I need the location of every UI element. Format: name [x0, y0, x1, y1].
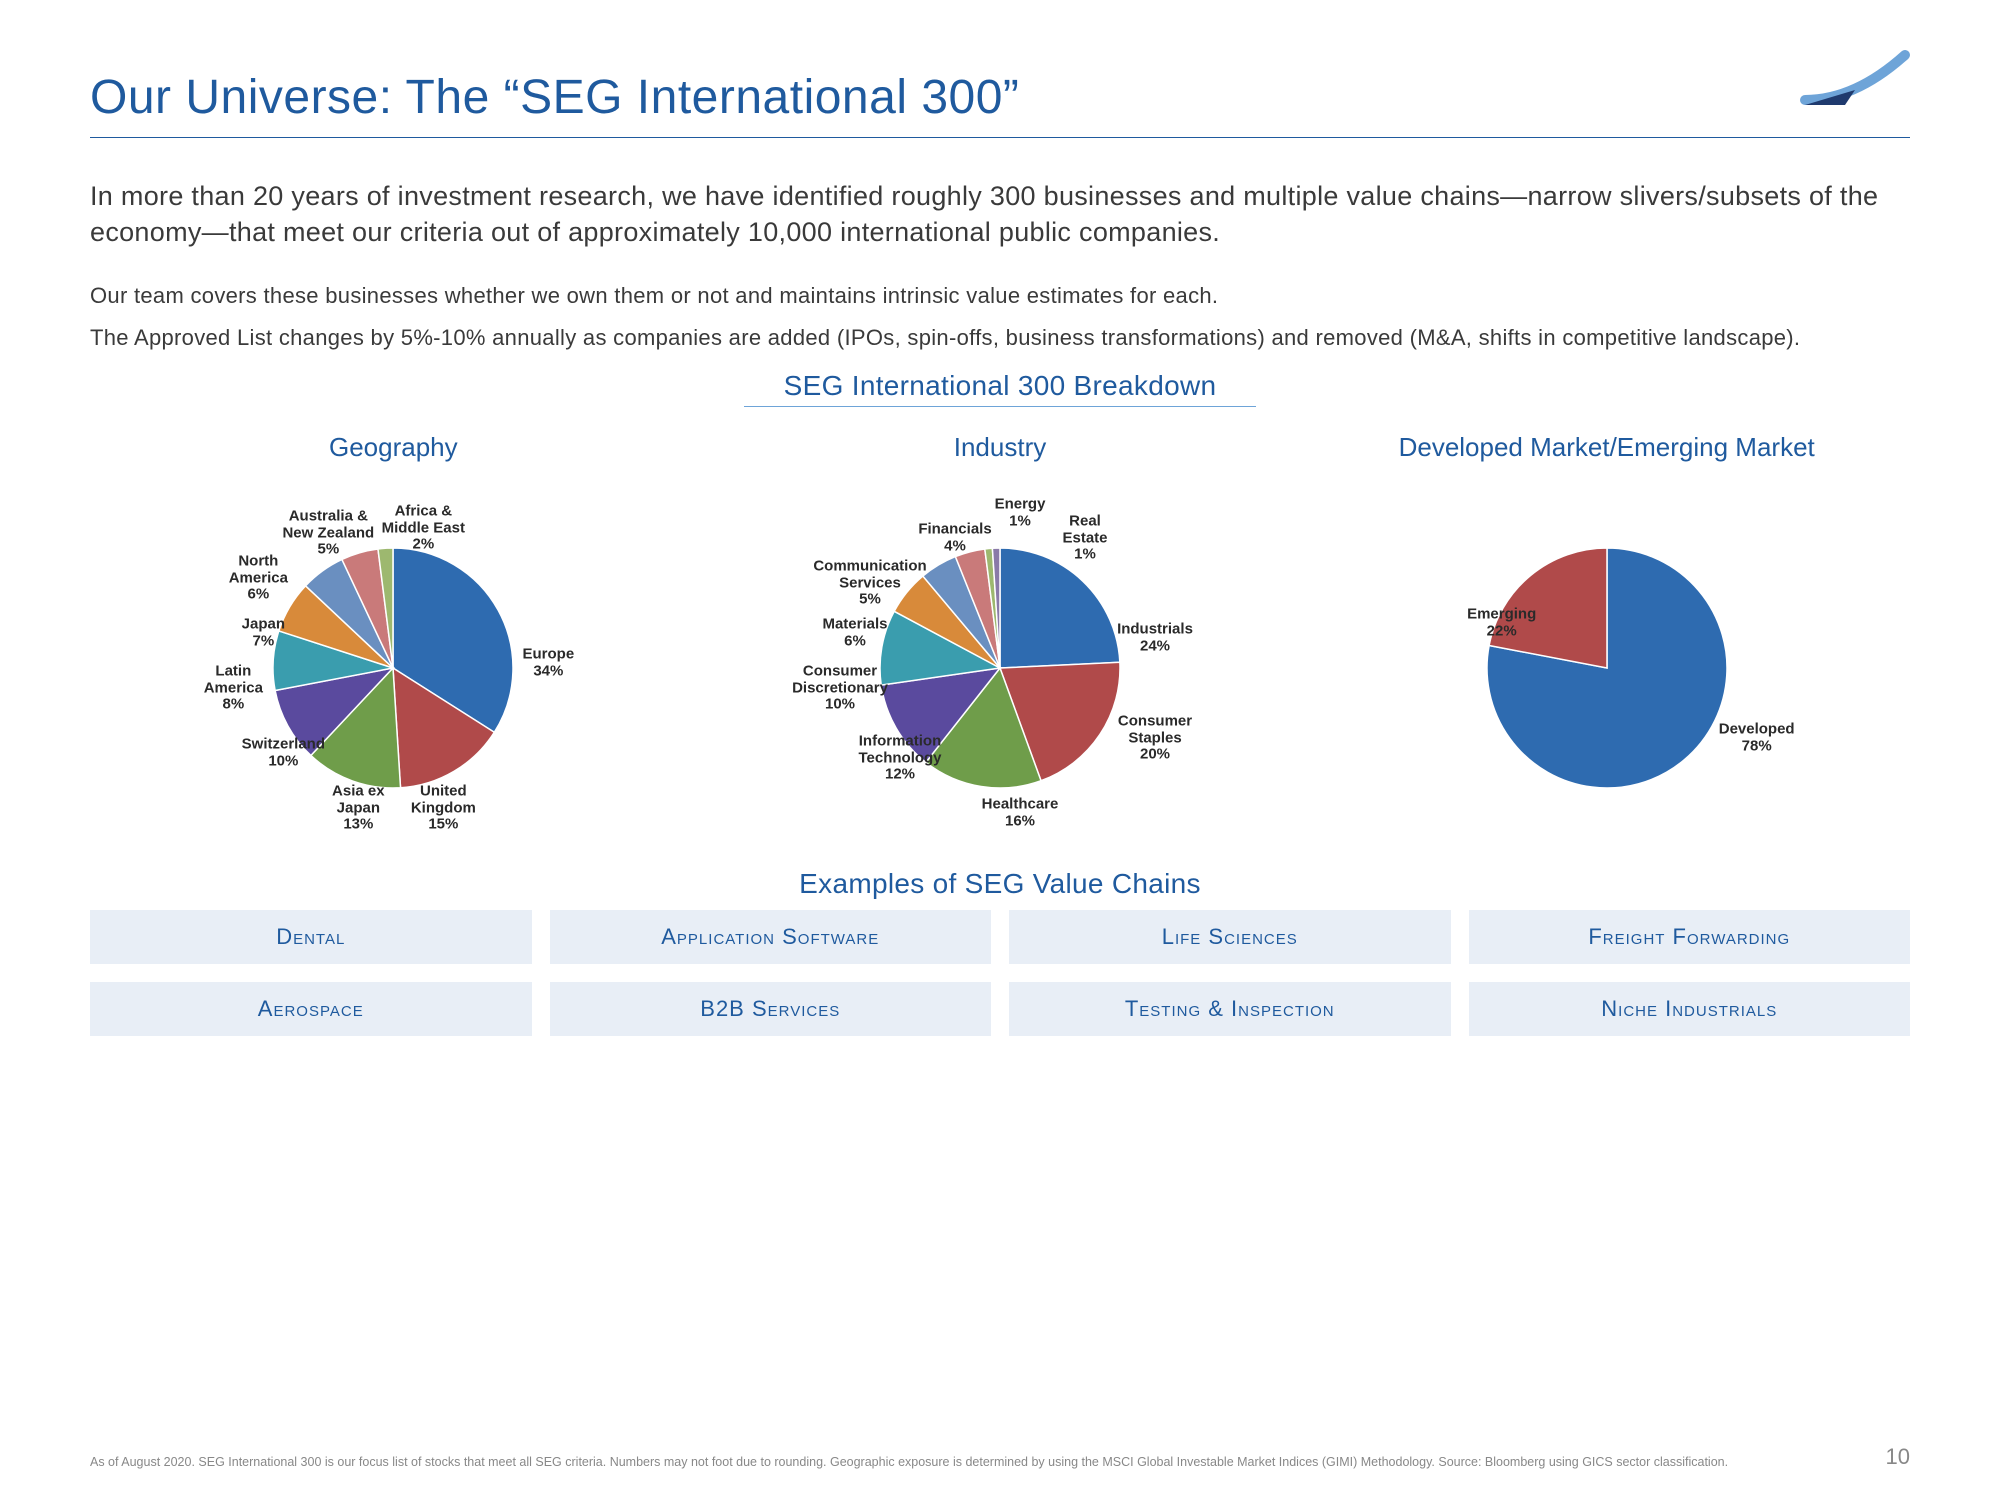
value-chain-cell: Aerospace — [90, 982, 532, 1036]
page-title: Our Universe: The “SEG International 300… — [90, 70, 1910, 138]
body-paragraph-1: Our team covers these businesses whether… — [90, 281, 1910, 311]
pie-slice-label: InformationTechnology12% — [840, 734, 960, 784]
value-chain-cell: Dental — [90, 910, 532, 964]
pie-slice-label: Japan7% — [203, 617, 323, 650]
value-chains-heading: Examples of SEG Value Chains — [799, 868, 1201, 899]
body-paragraph-2: The Approved List changes by 5%-10% annu… — [90, 323, 1910, 353]
pie-slice-label: LatinAmerica8% — [173, 664, 293, 714]
pie-slice-label: NorthAmerica6% — [198, 554, 318, 604]
pie-slice-label: Industrials24% — [1095, 622, 1215, 655]
pie-slice-label: Materials6% — [795, 617, 915, 650]
value-chain-cell: Application Software — [550, 910, 992, 964]
pie-slice-label: ConsumerDiscretionary10% — [780, 664, 900, 714]
pie-slice-label: CommunicationServices5% — [810, 559, 930, 609]
pie-slice-label: Asia exJapan13% — [298, 784, 418, 834]
pie-slice-label: ConsumerStaples20% — [1095, 714, 1215, 764]
chart-title-geography: Geography — [90, 432, 697, 463]
pie-slice-label: Europe34% — [488, 647, 608, 680]
chart-market: Developed Market/Emerging Market Develop… — [1303, 432, 1910, 838]
chart-title-industry: Industry — [697, 432, 1304, 463]
page-number: 10 — [1886, 1444, 1910, 1470]
value-chain-row: Aerospace B2B Services Testing & Inspectio… — [90, 982, 1910, 1036]
value-chain-row: Dental Application Software Life Sciences F… — [90, 910, 1910, 964]
value-chain-cell: Freight Forwarding — [1469, 910, 1911, 964]
chart-industry: Industry Industrials24% ConsumerStaples20… — [697, 432, 1304, 838]
value-chain-cell: Niche Industrials — [1469, 982, 1911, 1036]
value-chain-cell: Testing & Inspection — [1009, 982, 1451, 1036]
value-chain-cell: Life Sciences — [1009, 910, 1451, 964]
pie-slice-label: Healthcare16% — [960, 797, 1080, 830]
charts-row: Geography Europe34%UnitedKingdom15%Asia … — [90, 432, 1910, 838]
chart-title-market: Developed Market/Emerging Market — [1303, 432, 1910, 463]
lead-paragraph: In more than 20 years of investment rese… — [90, 178, 1910, 251]
pie-slice-label: Developed78% — [1697, 722, 1817, 755]
value-chains-grid: Dental Application Software Life Sciences F… — [90, 910, 1910, 1036]
brand-logo-icon — [1800, 50, 1910, 120]
pie-slice-label: Africa &Middle East2% — [363, 504, 483, 554]
pie-slice-label: RealEstate1% — [1025, 514, 1145, 564]
footnote: As of August 2020. SEG International 300… — [90, 1454, 1860, 1470]
pie-slice-label: Switzerland10% — [223, 737, 343, 770]
value-chain-cell: B2B Services — [550, 982, 992, 1036]
chart-geography: Geography Europe34%UnitedKingdom15%Asia … — [90, 432, 697, 838]
breakdown-heading: SEG International 300 Breakdown — [744, 370, 1257, 407]
pie-slice-label: Emerging22% — [1442, 607, 1562, 640]
